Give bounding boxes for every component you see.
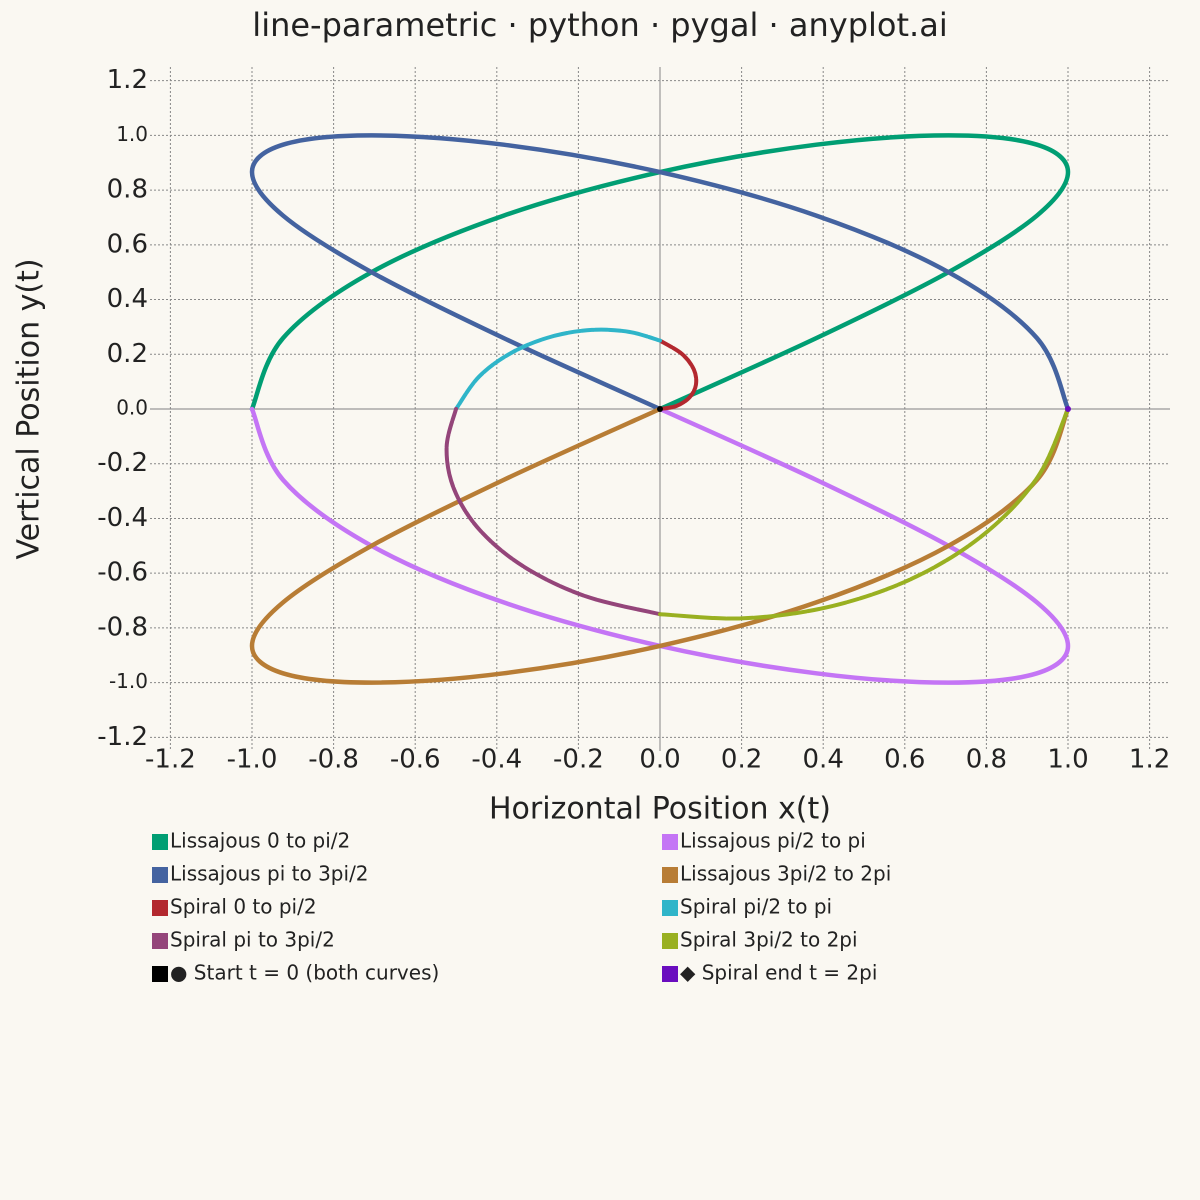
legend-swatch (152, 966, 168, 982)
y-tick-label: -0.4 (97, 503, 148, 533)
x-tick-label: 0.6 (884, 745, 925, 775)
x-tick-label: 1.2 (1129, 745, 1170, 775)
series-line (444, 407, 662, 617)
x-tick-label: -1.2 (145, 745, 196, 775)
y-tick-label: 1.0 (116, 122, 148, 146)
legend-label: Lissajous 0 to pi/2 (170, 829, 350, 853)
legend-label: ● Start t = 0 (both curves) (170, 961, 439, 985)
y-tick-label: 0.8 (107, 175, 148, 205)
legend-label: Lissajous pi/2 to pi (680, 829, 866, 853)
marker (1065, 406, 1071, 412)
y-tick-label: -0.6 (97, 558, 148, 588)
legend-swatch (662, 900, 678, 916)
y-tick-label: 0.6 (107, 229, 148, 259)
series-line (249, 133, 1071, 412)
series-line (249, 406, 1071, 685)
legend-swatch (152, 867, 168, 883)
x-tick-label: 0.2 (721, 745, 762, 775)
legend-swatch (662, 933, 678, 949)
legend-label: Spiral pi to 3pi/2 (170, 928, 335, 952)
legend-label: Lissajous 3pi/2 to 2pi (680, 862, 891, 886)
legend-label: Lissajous pi to 3pi/2 (170, 862, 369, 886)
series-line (658, 338, 699, 411)
x-tick-label: -1.0 (227, 745, 278, 775)
y-tick-label: -1.0 (109, 669, 148, 693)
y-tick-label: -0.8 (97, 612, 148, 642)
legend-label: ◆ Spiral end t = 2pi (680, 961, 877, 985)
y-tick-label: 0.4 (107, 284, 148, 314)
x-axis-title: Horizontal Position x(t) (489, 792, 831, 827)
x-tick-label: -0.6 (390, 745, 441, 775)
series-line (658, 407, 1070, 621)
x-tick-label: -0.8 (308, 745, 359, 775)
y-tick-label: -1.2 (97, 722, 148, 752)
series-line (249, 406, 1071, 685)
legend-swatch (662, 966, 678, 982)
y-tick-label: 0.2 (107, 339, 148, 369)
legend-label: Spiral pi/2 to pi (680, 895, 832, 919)
legend-swatch (662, 834, 678, 850)
chart-title: line-parametric · python · pygal · anypl… (252, 6, 947, 44)
x-tick-label: 0.8 (966, 745, 1007, 775)
x-tick-label: 1.0 (1047, 745, 1088, 775)
series-line (454, 327, 662, 411)
x-tick-label: -0.2 (553, 745, 604, 775)
legend-swatch (152, 834, 168, 850)
legend-swatch (152, 900, 168, 916)
y-tick-label: 1.2 (107, 65, 148, 95)
y-tick-label: 0.0 (116, 396, 148, 420)
x-tick-label: -0.4 (471, 745, 522, 775)
y-axis-title: Vertical Position y(t) (12, 258, 47, 559)
legend-label: Spiral 0 to pi/2 (170, 895, 317, 919)
y-tick-label: -0.2 (97, 448, 148, 478)
marker (657, 406, 663, 412)
legend-swatch (662, 867, 678, 883)
legend-swatch (152, 933, 168, 949)
series-line (249, 133, 1071, 412)
legend-label: Spiral 3pi/2 to 2pi (680, 928, 858, 952)
x-tick-label: 0.4 (803, 745, 844, 775)
